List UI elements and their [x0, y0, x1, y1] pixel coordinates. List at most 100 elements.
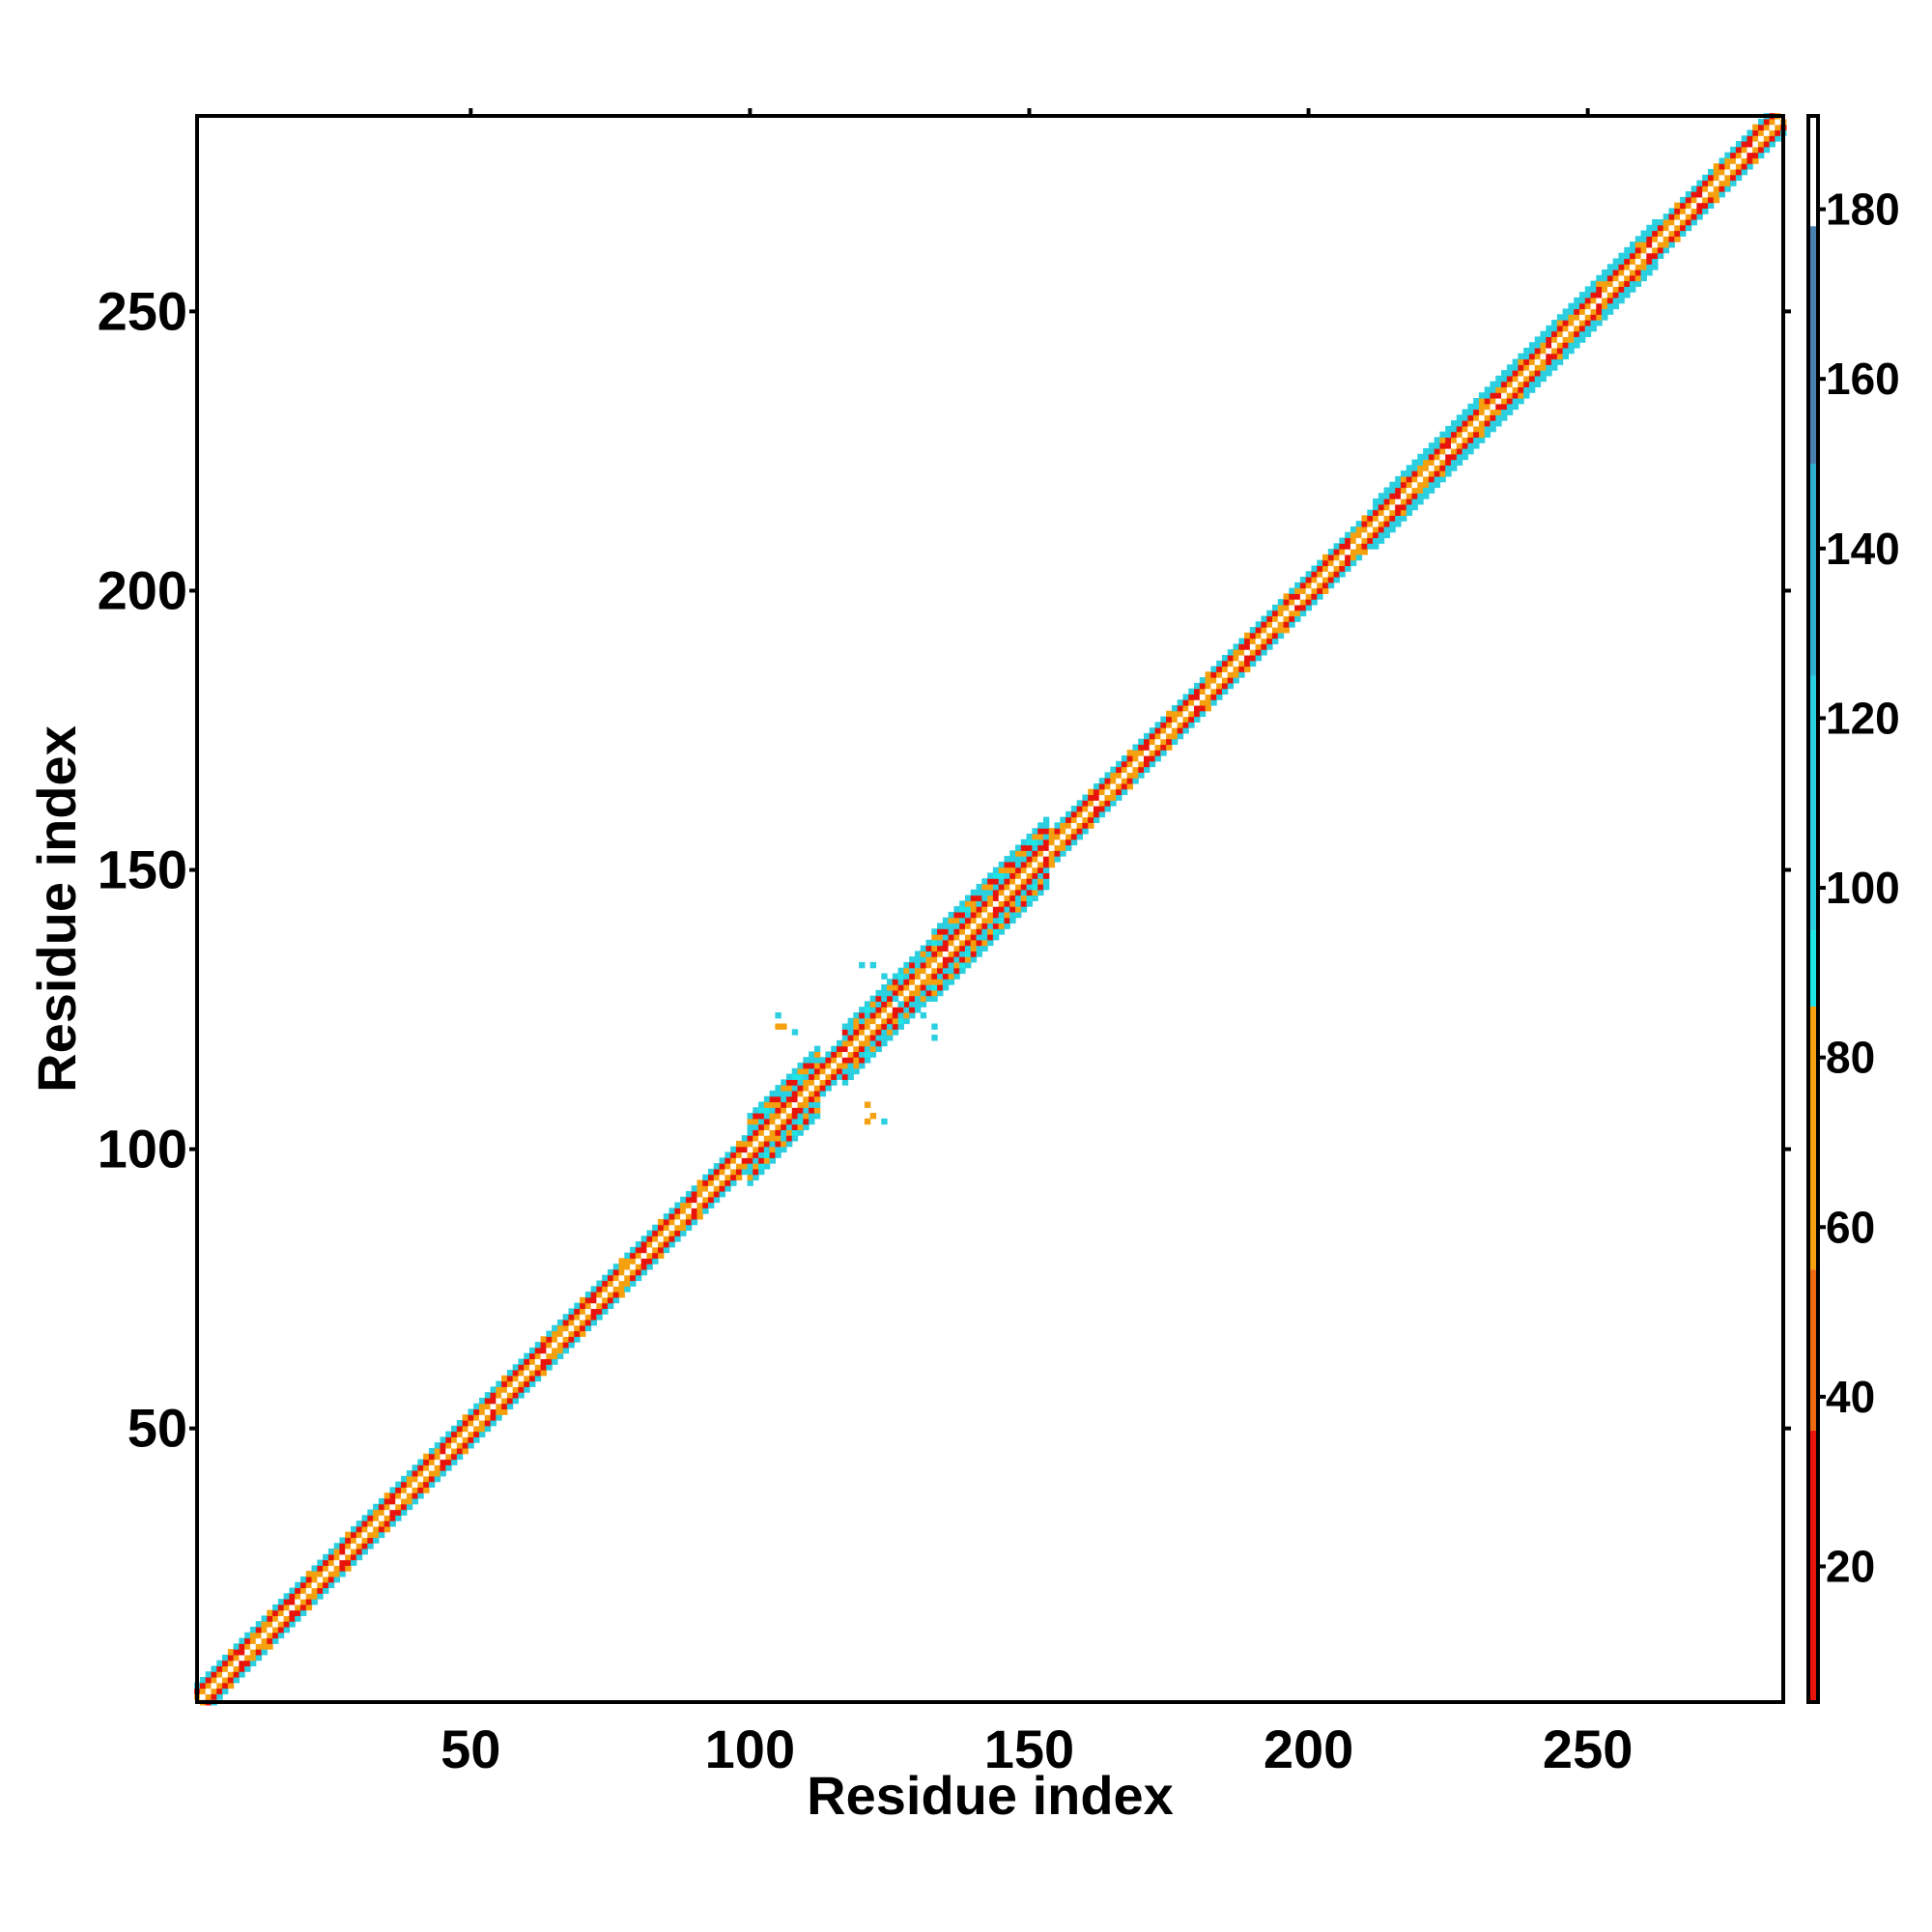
heatmap-cell: [1707, 191, 1715, 198]
heatmap-cell: [401, 1497, 408, 1505]
heatmap-cell: [887, 1023, 894, 1030]
heatmap-cell: [428, 1453, 436, 1461]
heatmap-cell: [1596, 274, 1603, 282]
heatmap-cell: [1445, 442, 1452, 449]
heatmap-cell: [887, 1007, 894, 1013]
heatmap-cell: [580, 1308, 586, 1315]
heatmap-cell: [970, 951, 978, 957]
heatmap-cell: [1578, 325, 1586, 332]
heatmap-cell: [1624, 252, 1631, 260]
heatmap-cell: [652, 1230, 659, 1236]
heatmap-cell: [730, 1168, 737, 1176]
heatmap-cell: [1719, 163, 1725, 170]
heatmap-cell: [584, 1314, 592, 1321]
heatmap-cell: [1439, 448, 1446, 455]
heatmap-cell: [1104, 782, 1111, 790]
heatmap-cell: [1305, 593, 1313, 600]
heatmap-cell: [685, 1196, 693, 1204]
heatmap-cell: [1400, 487, 1407, 494]
heatmap-cell: [333, 1559, 341, 1566]
heatmap-cell: [1188, 710, 1195, 718]
heatmap-cell: [1411, 481, 1418, 489]
heatmap-cell: [1244, 654, 1251, 662]
heatmap-cell: [1752, 146, 1759, 154]
heatmap-cell: [1467, 448, 1474, 455]
heatmap-cell: [1719, 185, 1725, 192]
heatmap-cell: [769, 1101, 776, 1108]
heatmap-cell: [1484, 403, 1492, 411]
heatmap-cell: [1752, 135, 1759, 142]
heatmap-cell: [1439, 437, 1446, 443]
heatmap-cell: [1741, 146, 1748, 154]
heatmap-cell: [1439, 453, 1446, 461]
heatmap-cell: [1233, 671, 1239, 678]
heatmap-cell: [317, 1587, 324, 1594]
heatmap-cell: [708, 1179, 715, 1186]
heatmap-cell: [607, 1292, 614, 1298]
heatmap-cell: [1596, 280, 1603, 287]
heatmap-cell: [1042, 844, 1050, 851]
heatmap-cell: [1741, 152, 1748, 158]
heatmap-cell: [1562, 353, 1569, 360]
heatmap-cell: [813, 1113, 821, 1120]
heatmap-cell: [713, 1196, 721, 1204]
heatmap-cell: [1540, 364, 1547, 371]
heatmap-cell: [1126, 760, 1134, 768]
heatmap-cell: [753, 1174, 759, 1181]
heatmap-cell: [1523, 370, 1530, 377]
heatmap-cell: [1546, 358, 1552, 365]
heatmap-cell: [998, 895, 1006, 901]
heatmap-cell: [428, 1470, 436, 1477]
heatmap-cell: [657, 1252, 665, 1259]
heatmap-cell: [992, 872, 1000, 879]
heatmap-cell: [1367, 537, 1374, 544]
heatmap-cell: [239, 1654, 245, 1662]
heatmap-cell: [1088, 806, 1094, 812]
heatmap-cell: [1652, 246, 1659, 254]
heatmap-cell: [713, 1163, 721, 1170]
heatmap-cell: [1350, 537, 1357, 544]
heatmap-cell: [428, 1475, 436, 1483]
heatmap-cell: [948, 973, 955, 980]
heatmap-cell: [797, 1095, 804, 1103]
heatmap-cell: [1400, 515, 1407, 522]
heatmap-cell: [233, 1654, 240, 1662]
heatmap-cell: [345, 1548, 352, 1555]
heatmap-cell: [1702, 208, 1709, 214]
heatmap-cell: [384, 1515, 391, 1521]
heatmap-cell: [1227, 666, 1235, 672]
heatmap-cell: [813, 1079, 821, 1086]
heatmap-cell: [809, 1090, 815, 1097]
heatmap-cell: [216, 1671, 223, 1678]
heatmap-cell: [1004, 911, 1010, 919]
heatmap-cell: [976, 889, 982, 896]
heatmap-cell: [1612, 258, 1620, 265]
heatmap-cell: [1065, 844, 1072, 851]
heatmap-cell: [1445, 465, 1452, 471]
heatmap-cell: [803, 1123, 810, 1130]
heatmap-cell: [791, 1079, 799, 1086]
heatmap-cell: [211, 1676, 217, 1684]
heatmap-cell: [959, 911, 966, 919]
heatmap-cell: [781, 1140, 787, 1148]
heatmap-cell: [1395, 509, 1402, 516]
heatmap-cell: [1160, 727, 1167, 734]
heatmap-cell: [970, 906, 978, 913]
heatmap-cell: [937, 984, 944, 991]
heatmap-cell: [881, 1011, 888, 1019]
heatmap-cell: [417, 1464, 424, 1471]
heatmap-cell: [1596, 314, 1603, 321]
heatmap-cell: [1339, 571, 1346, 578]
heatmap-cell: [1612, 292, 1620, 298]
heatmap-cell: [1032, 861, 1038, 868]
heatmap-cell: [769, 1095, 776, 1103]
heatmap-cell: [389, 1515, 396, 1521]
heatmap-cell: [753, 1113, 759, 1120]
heatmap-cell: [1182, 722, 1189, 728]
heatmap-cell: [289, 1621, 296, 1628]
heatmap-cell: [1009, 850, 1016, 857]
heatmap-cell: [897, 1011, 904, 1019]
heatmap-cell: [556, 1319, 564, 1326]
heatmap-cell: [227, 1660, 235, 1667]
heatmap-cell: [803, 1101, 810, 1108]
